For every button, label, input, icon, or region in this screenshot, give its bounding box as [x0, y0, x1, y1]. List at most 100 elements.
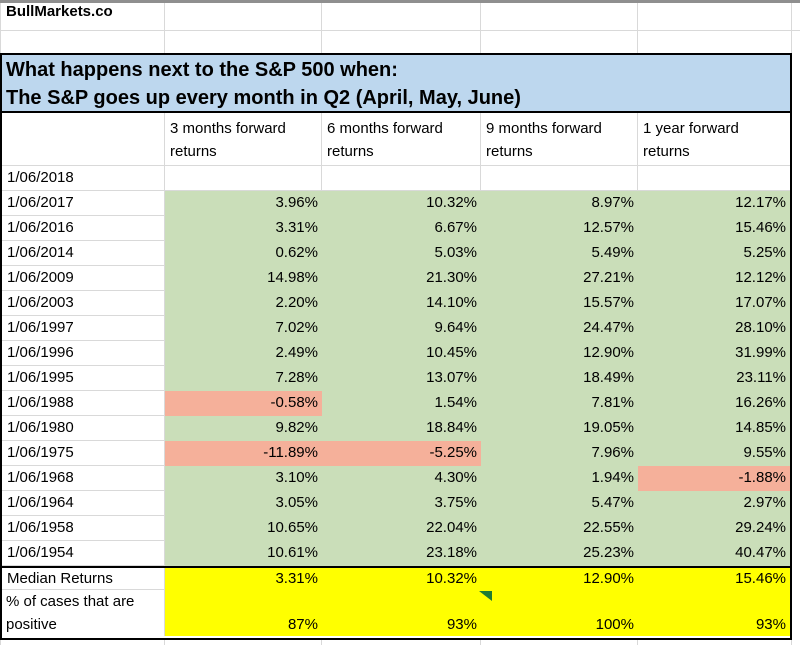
- date-cell[interactable]: 1/06/1964: [2, 491, 165, 516]
- value-cell[interactable]: 3.31%: [165, 216, 322, 241]
- date-cell[interactable]: 1/06/1954: [2, 541, 165, 566]
- value-cell[interactable]: 5.47%: [481, 491, 638, 516]
- value-cell[interactable]: 40.47%: [638, 541, 790, 566]
- value-cell[interactable]: 2.20%: [165, 291, 322, 316]
- value-cell[interactable]: 12.12%: [638, 266, 790, 291]
- value-cell[interactable]: [638, 166, 790, 191]
- median-value-cell[interactable]: 3.31%: [165, 568, 322, 590]
- date-cell[interactable]: 1/06/1980: [2, 416, 165, 441]
- value-cell-negative[interactable]: -1.88%: [638, 466, 790, 491]
- date-cell[interactable]: 1/06/2014: [2, 241, 165, 266]
- brand-cell[interactable]: BullMarkets.co: [0, 3, 165, 30]
- empty-cell[interactable]: [322, 3, 481, 30]
- value-cell[interactable]: 14.85%: [638, 416, 790, 441]
- value-cell[interactable]: 19.05%: [481, 416, 638, 441]
- value-cell[interactable]: 14.98%: [165, 266, 322, 291]
- value-cell[interactable]: 25.23%: [481, 541, 638, 566]
- value-cell[interactable]: 22.04%: [322, 516, 481, 541]
- value-cell[interactable]: 3.05%: [165, 491, 322, 516]
- value-cell[interactable]: 18.49%: [481, 366, 638, 391]
- value-cell[interactable]: 10.61%: [165, 541, 322, 566]
- value-cell[interactable]: 7.81%: [481, 391, 638, 416]
- value-cell-negative[interactable]: -11.89%: [165, 441, 322, 466]
- value-cell[interactable]: 23.18%: [322, 541, 481, 566]
- value-cell-negative[interactable]: -0.58%: [165, 391, 322, 416]
- value-cell[interactable]: 29.24%: [638, 516, 790, 541]
- value-cell-negative[interactable]: -5.25%: [322, 441, 481, 466]
- value-cell[interactable]: 10.32%: [322, 191, 481, 216]
- value-cell[interactable]: 3.96%: [165, 191, 322, 216]
- value-cell[interactable]: 14.10%: [322, 291, 481, 316]
- value-cell[interactable]: 31.99%: [638, 341, 790, 366]
- value-cell[interactable]: 12.17%: [638, 191, 790, 216]
- title-block[interactable]: What happens next to the S&P 500 when: T…: [2, 55, 790, 113]
- value-cell[interactable]: 13.07%: [322, 366, 481, 391]
- median-value-cell[interactable]: 10.32%: [322, 568, 481, 590]
- empty-cell[interactable]: [481, 3, 638, 30]
- value-cell[interactable]: 7.02%: [165, 316, 322, 341]
- value-cell[interactable]: 7.96%: [481, 441, 638, 466]
- pct-positive-value-cell[interactable]: 87%: [165, 590, 322, 636]
- date-cell[interactable]: 1/06/1958: [2, 516, 165, 541]
- value-cell[interactable]: 23.11%: [638, 366, 790, 391]
- value-cell[interactable]: 17.07%: [638, 291, 790, 316]
- empty-cell[interactable]: [638, 31, 792, 53]
- value-cell[interactable]: 1.54%: [322, 391, 481, 416]
- header-cell-6m[interactable]: 6 months forward returns: [322, 113, 481, 166]
- median-value-cell[interactable]: 15.46%: [638, 568, 790, 590]
- value-cell[interactable]: 12.57%: [481, 216, 638, 241]
- value-cell[interactable]: 7.28%: [165, 366, 322, 391]
- date-cell[interactable]: 1/06/1997: [2, 316, 165, 341]
- empty-cell[interactable]: [165, 31, 322, 53]
- value-cell[interactable]: 8.97%: [481, 191, 638, 216]
- pct-positive-label-cell[interactable]: % of cases that are positive: [2, 590, 165, 636]
- value-cell[interactable]: 5.03%: [322, 241, 481, 266]
- value-cell[interactable]: 21.30%: [322, 266, 481, 291]
- value-cell[interactable]: 24.47%: [481, 316, 638, 341]
- value-cell[interactable]: 6.67%: [322, 216, 481, 241]
- date-cell[interactable]: 1/06/2009: [2, 266, 165, 291]
- header-cell-9m[interactable]: 9 months forward returns: [481, 113, 638, 166]
- date-cell[interactable]: 1/06/2003: [2, 291, 165, 316]
- value-cell[interactable]: 2.49%: [165, 341, 322, 366]
- value-cell[interactable]: 12.90%: [481, 341, 638, 366]
- value-cell[interactable]: 10.45%: [322, 341, 481, 366]
- value-cell[interactable]: 0.62%: [165, 241, 322, 266]
- date-cell[interactable]: 1/06/2017: [2, 191, 165, 216]
- value-cell[interactable]: [481, 166, 638, 191]
- value-cell[interactable]: 9.55%: [638, 441, 790, 466]
- date-cell[interactable]: 1/06/1968: [2, 466, 165, 491]
- date-cell[interactable]: 1/06/1975: [2, 441, 165, 466]
- empty-cell[interactable]: [0, 31, 165, 53]
- date-cell[interactable]: 1/06/1996: [2, 341, 165, 366]
- value-cell[interactable]: 5.49%: [481, 241, 638, 266]
- value-cell[interactable]: 15.46%: [638, 216, 790, 241]
- pct-positive-value-cell[interactable]: 100%: [481, 590, 638, 636]
- value-cell[interactable]: 3.75%: [322, 491, 481, 516]
- value-cell[interactable]: 9.64%: [322, 316, 481, 341]
- value-cell[interactable]: 28.10%: [638, 316, 790, 341]
- value-cell[interactable]: 18.84%: [322, 416, 481, 441]
- date-cell[interactable]: 1/06/1995: [2, 366, 165, 391]
- value-cell[interactable]: 10.65%: [165, 516, 322, 541]
- value-cell[interactable]: 16.26%: [638, 391, 790, 416]
- pct-positive-value-cell[interactable]: 93%: [322, 590, 481, 636]
- median-value-cell[interactable]: 12.90%: [481, 568, 638, 590]
- empty-cell[interactable]: [481, 31, 638, 53]
- value-cell[interactable]: [322, 166, 481, 191]
- pct-positive-value-cell[interactable]: 93%: [638, 590, 790, 636]
- value-cell[interactable]: 2.97%: [638, 491, 790, 516]
- value-cell[interactable]: 22.55%: [481, 516, 638, 541]
- value-cell[interactable]: 9.82%: [165, 416, 322, 441]
- header-cell-1y[interactable]: 1 year forward returns: [638, 113, 790, 166]
- empty-cell[interactable]: [638, 3, 792, 30]
- value-cell[interactable]: 3.10%: [165, 466, 322, 491]
- value-cell[interactable]: [165, 166, 322, 191]
- empty-cell[interactable]: [165, 3, 322, 30]
- value-cell[interactable]: 4.30%: [322, 466, 481, 491]
- median-label-cell[interactable]: Median Returns: [2, 568, 165, 590]
- value-cell[interactable]: 27.21%: [481, 266, 638, 291]
- date-cell[interactable]: 1/06/2016: [2, 216, 165, 241]
- header-cell-date[interactable]: [2, 113, 165, 166]
- header-cell-3m[interactable]: 3 months forward returns: [165, 113, 322, 166]
